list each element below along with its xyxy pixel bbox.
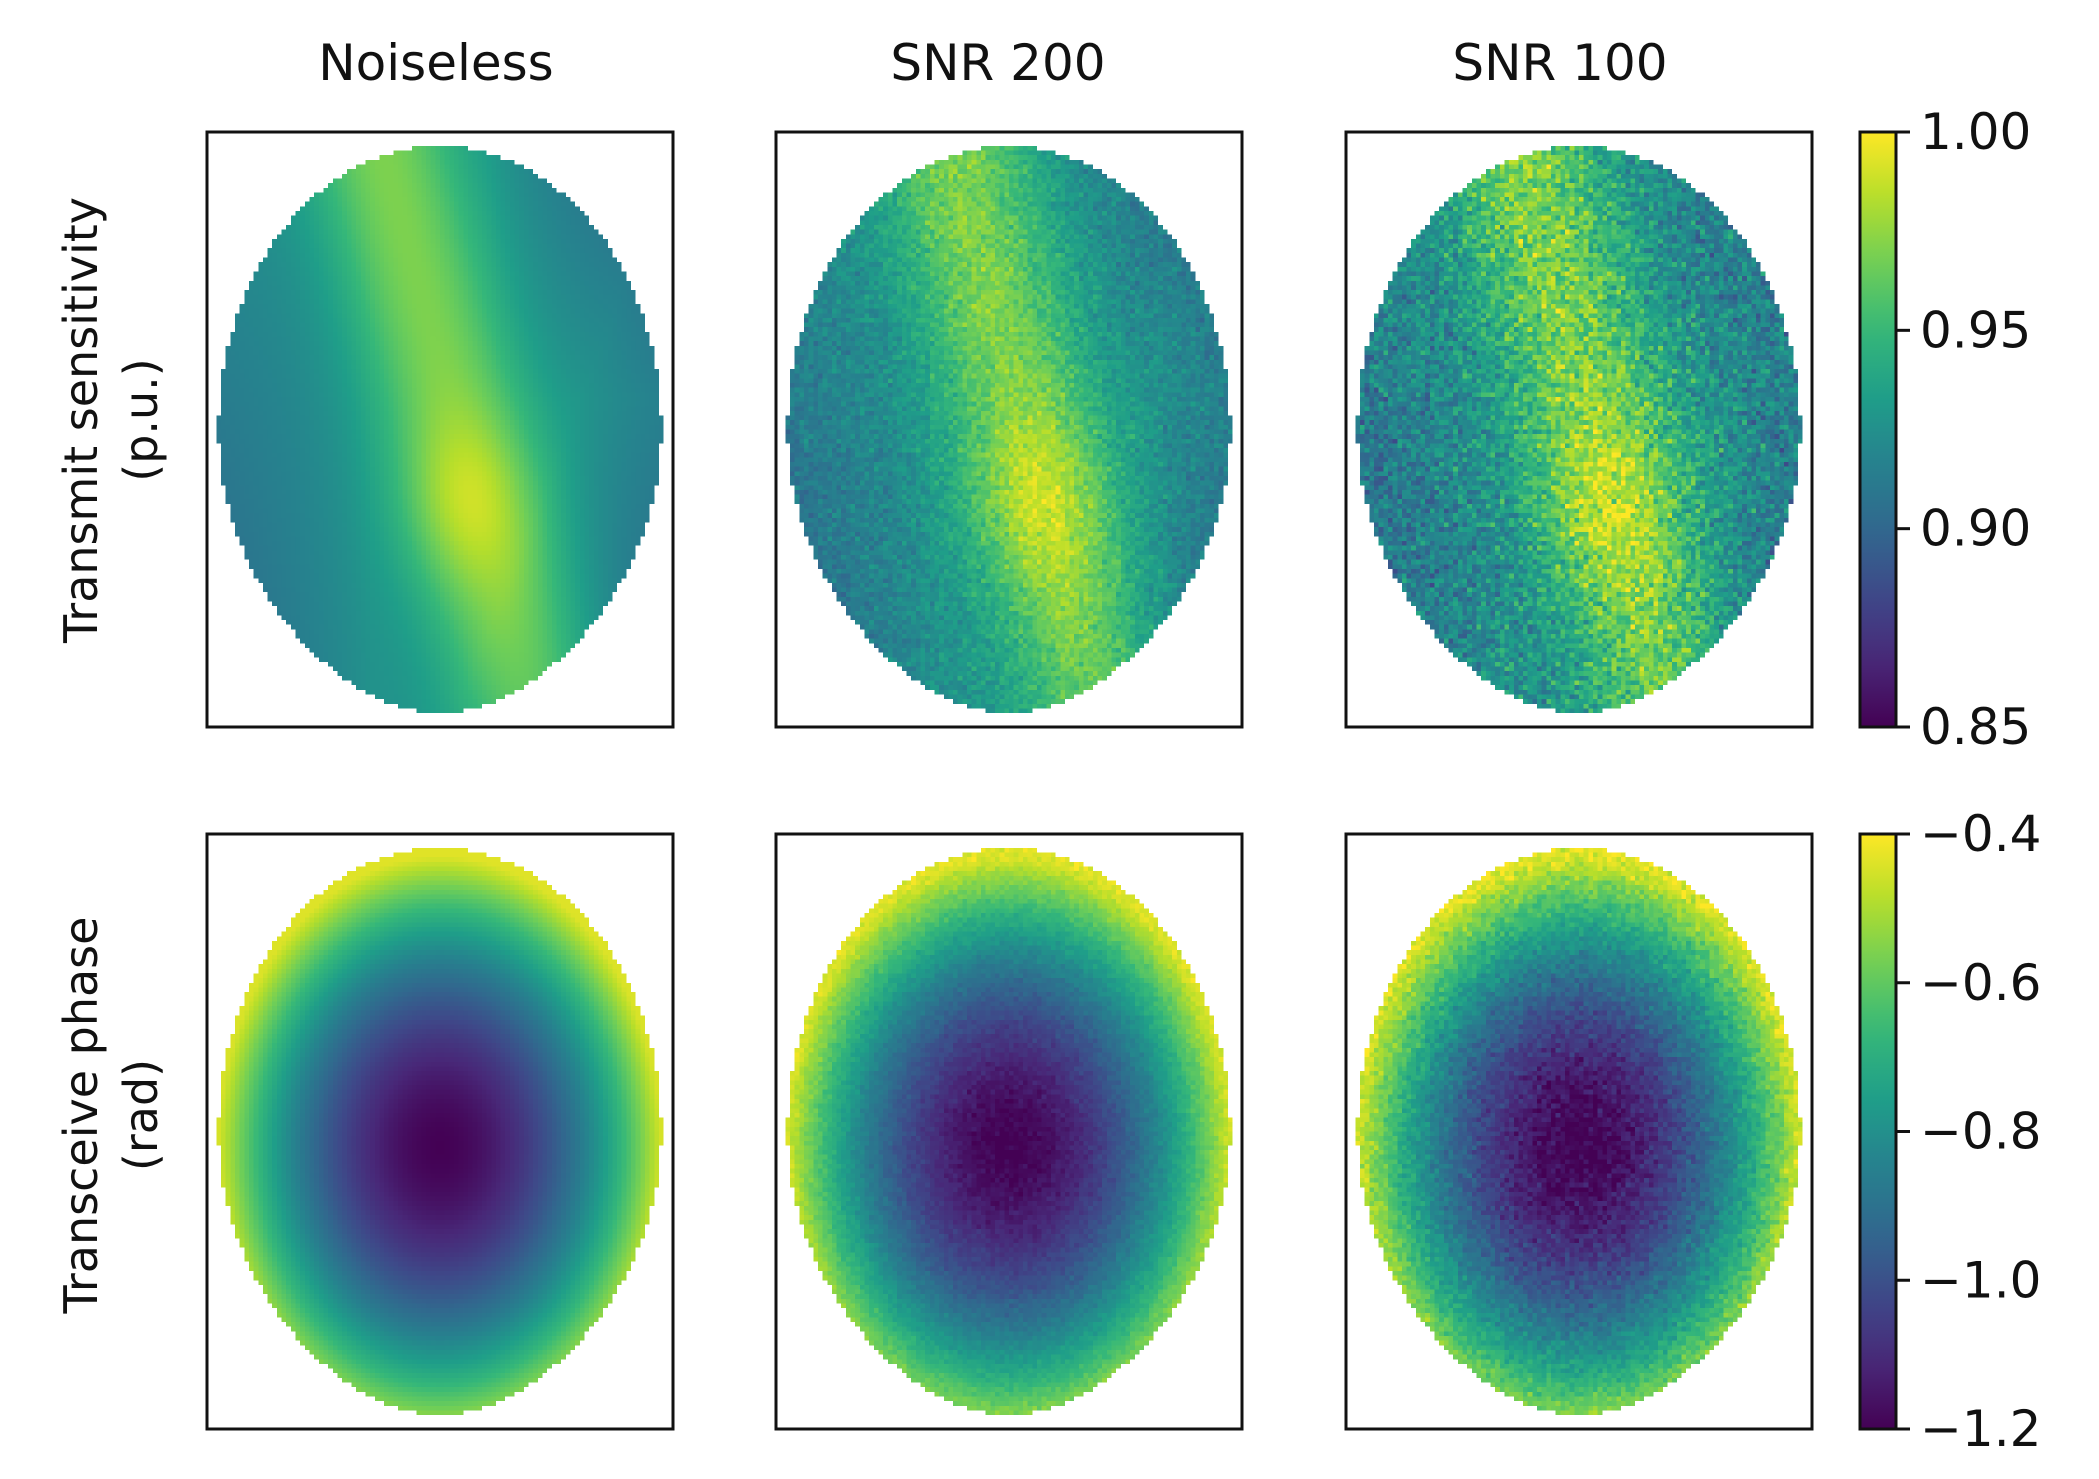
row1-ylabel: Transmit sensitivity (p.u.) bbox=[54, 197, 168, 644]
colorbar-tick-label: −0.4 bbox=[1920, 805, 2041, 863]
row2-ylabel-line2: (rad) bbox=[114, 1059, 168, 1171]
heatmap-transmit-1 bbox=[776, 132, 1242, 727]
col-title-snr100: SNR 100 bbox=[1452, 34, 1667, 92]
row2-ylabel-line1: Transceive phase bbox=[54, 917, 108, 1315]
row2-ylabel: Transceive phase (rad) bbox=[54, 917, 168, 1315]
row1-ylabel-line1: Transmit sensitivity bbox=[54, 197, 108, 644]
colorbar-tick-label: 0.90 bbox=[1920, 500, 2031, 558]
panel-frame bbox=[1344, 832, 1814, 1431]
heatmap-phase-0 bbox=[207, 834, 673, 1429]
panel-frame bbox=[205, 832, 675, 1431]
panels bbox=[205, 130, 1814, 1431]
colorbar-tick-label: 0.95 bbox=[1920, 301, 2031, 359]
colorbar-tick-label: −0.8 bbox=[1920, 1103, 2041, 1161]
heatmap-phase-1 bbox=[776, 834, 1242, 1429]
panel-frame bbox=[1344, 130, 1814, 729]
panel-frame bbox=[774, 832, 1244, 1431]
colorbar-transmit bbox=[1858, 130, 1898, 729]
colorbar-tick-label: 1.00 bbox=[1920, 103, 2031, 161]
heatmap-phase-2 bbox=[1346, 834, 1812, 1429]
colorbar-tick-label: −0.6 bbox=[1920, 954, 2041, 1012]
colorbar-phase bbox=[1858, 832, 1898, 1431]
panel-frame bbox=[205, 130, 675, 729]
row1-ylabel-line2: (p.u.) bbox=[114, 358, 168, 482]
colorbar-tick-label: 0.85 bbox=[1920, 698, 2031, 756]
heatmap-transmit-0 bbox=[207, 132, 673, 727]
colorbar-tick-label: −1.0 bbox=[1920, 1251, 2041, 1309]
panel-frame bbox=[774, 130, 1244, 729]
col-title-noiseless: Noiseless bbox=[318, 34, 553, 92]
colorbar-tick-label: −1.2 bbox=[1920, 1400, 2041, 1458]
colorbars: 1.00 0.95 0.90 0.85 −0.4 −0.6 −0.8 −1.0 −1.2 bbox=[1858, 103, 2041, 1458]
heatmap-transmit-2 bbox=[1346, 132, 1812, 727]
col-title-snr200: SNR 200 bbox=[890, 34, 1105, 92]
